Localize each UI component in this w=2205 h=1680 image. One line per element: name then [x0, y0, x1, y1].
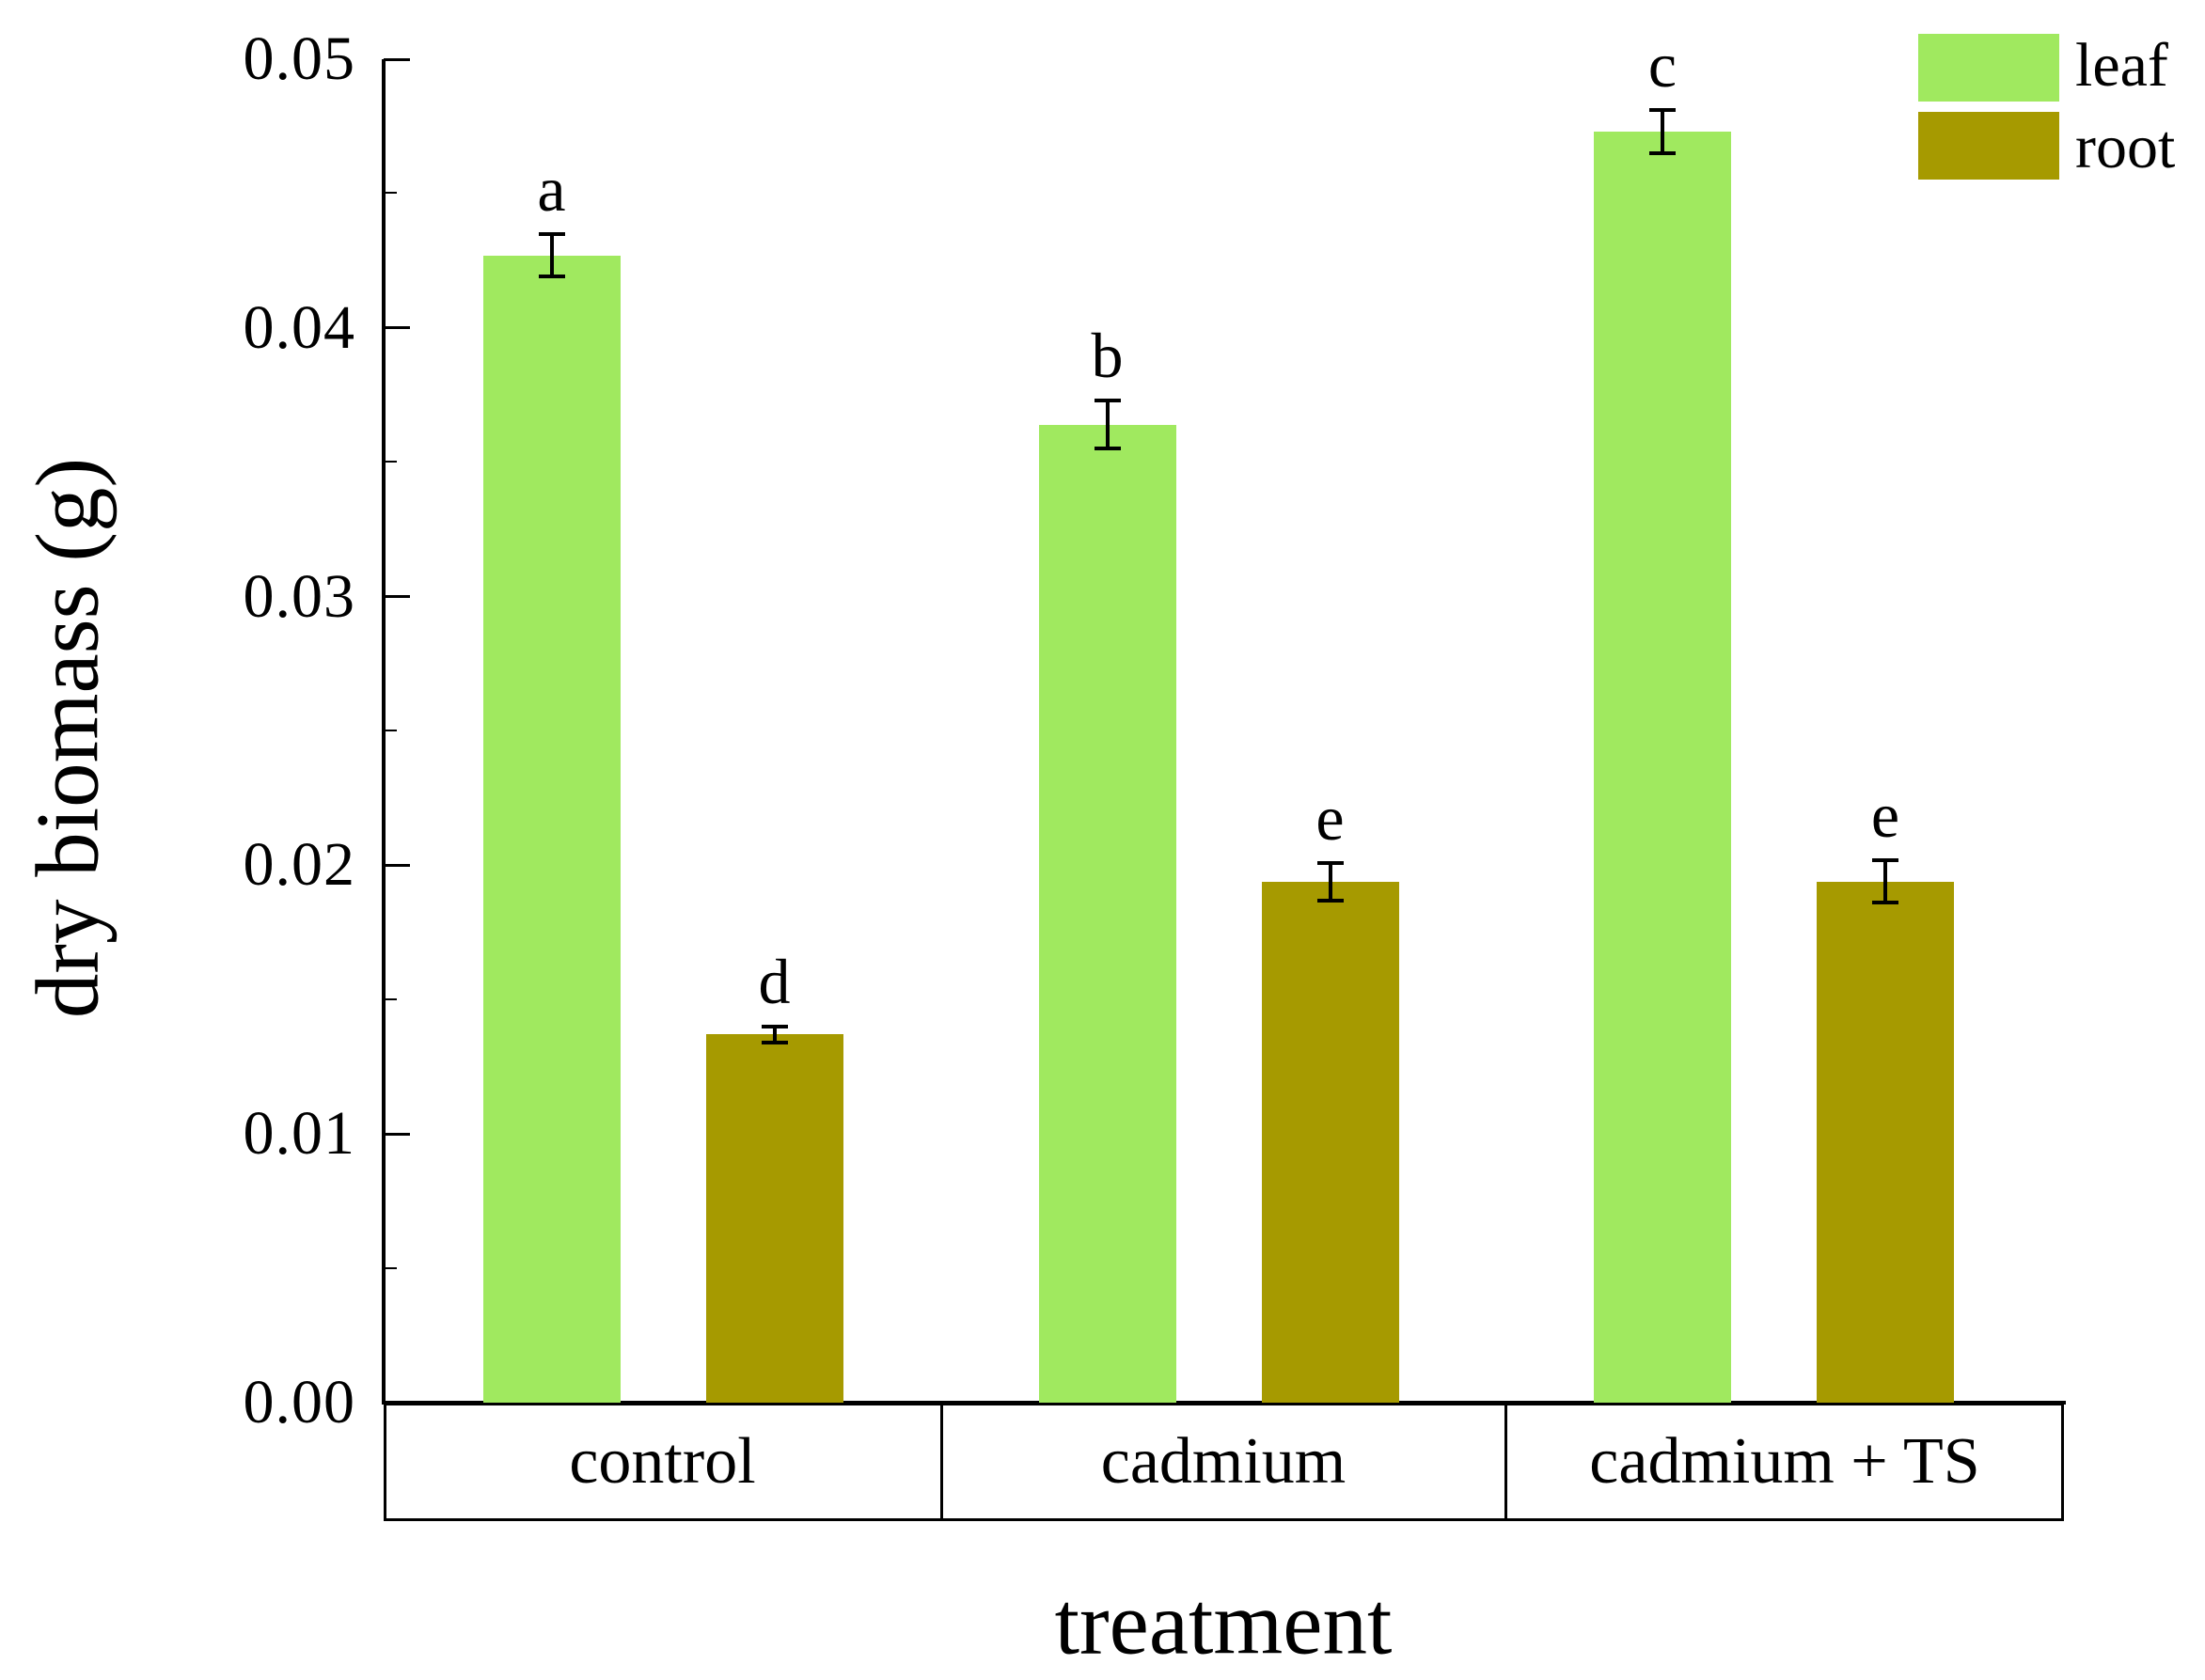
y-tick-label-0.02: 0.02 — [243, 830, 355, 900]
y-tick-label-0.04: 0.04 — [243, 292, 355, 362]
category-divider-1 — [939, 1403, 943, 1521]
y-tick-label-0.03: 0.03 — [243, 561, 355, 631]
error-cap-top-root-control — [761, 1024, 788, 1028]
error-cap-top-root-cadmium — [1316, 860, 1344, 865]
legend-label-leaf: leaf — [2075, 31, 2168, 100]
y-major-tick-0.03 — [384, 595, 410, 599]
error-cap-top-leaf-cadmium + TS — [1649, 108, 1676, 113]
error-cap-bottom-leaf-control — [538, 275, 565, 279]
error-cap-bottom-root-cadmium + TS — [1872, 901, 1898, 905]
legend-label-root: root — [2075, 113, 2176, 181]
error-cap-top-leaf-control — [538, 231, 565, 236]
y-tick-label-0.01: 0.01 — [243, 1099, 355, 1169]
error-cap-bottom-leaf-cadmium — [1094, 447, 1121, 451]
y-major-tick-0.02 — [384, 863, 410, 867]
sig-letter-c-leaf-cadmium + TS: c — [1647, 29, 1677, 102]
category-box — [384, 1403, 2064, 1521]
error-cap-bottom-root-control — [761, 1041, 788, 1045]
y-major-tick-0.05 — [384, 57, 410, 61]
error-cap-bottom-root-cadmium — [1316, 898, 1344, 903]
error-bar-leaf-cadmium + TS — [1661, 110, 1664, 154]
error-bar-leaf-cadmium — [1105, 400, 1110, 449]
legend-swatch-root — [1918, 112, 2059, 180]
bar-leaf-control — [482, 255, 621, 1403]
error-cap-top-leaf-cadmium — [1094, 398, 1121, 402]
y-tick-label-0.05: 0.05 — [243, 24, 355, 93]
bar-root-control — [705, 1034, 843, 1403]
y-minor-tick — [384, 997, 397, 1000]
y-minor-tick — [384, 1266, 397, 1269]
bar-leaf-cadmium + TS — [1594, 132, 1731, 1403]
y-minor-tick — [384, 461, 397, 463]
bar-leaf-cadmium — [1038, 424, 1176, 1403]
error-bar-root-cadmium + TS — [1883, 859, 1887, 903]
y-major-tick-0.04 — [384, 326, 410, 330]
x-axis-title: treatment — [1054, 1573, 1393, 1673]
y-minor-tick — [384, 192, 397, 195]
error-cap-bottom-leaf-cadmium + TS — [1649, 151, 1676, 156]
legend-swatch-leaf — [1918, 34, 2059, 102]
sig-letter-a-leaf-control: a — [537, 152, 566, 225]
category-label-cadmium + TS: cadmium + TS — [1589, 1425, 1980, 1498]
y-tick-label-0.00: 0.00 — [243, 1368, 355, 1437]
sig-letter-e-root-cadmium: e — [1315, 781, 1345, 854]
error-bar-root-cadmium — [1328, 862, 1332, 901]
error-bar-leaf-control — [549, 233, 554, 277]
sig-letter-e-root-cadmium + TS: e — [1870, 778, 1900, 851]
error-bar-root-control — [772, 1026, 777, 1044]
bar-root-cadmium — [1261, 881, 1399, 1403]
sig-letter-b-leaf-cadmium: b — [1091, 319, 1124, 391]
bar-root-cadmium + TS — [1817, 881, 1954, 1403]
error-cap-top-root-cadmium + TS — [1872, 857, 1898, 862]
y-major-tick-0.01 — [384, 1132, 410, 1136]
sig-letter-d-root-control: d — [758, 945, 791, 1017]
category-label-cadmium: cadmium — [1100, 1425, 1347, 1498]
y-minor-tick — [384, 730, 397, 731]
category-divider-2 — [1504, 1403, 1507, 1521]
y-axis-title: dry biomass (g) — [17, 457, 118, 1019]
category-label-control: control — [569, 1425, 756, 1498]
